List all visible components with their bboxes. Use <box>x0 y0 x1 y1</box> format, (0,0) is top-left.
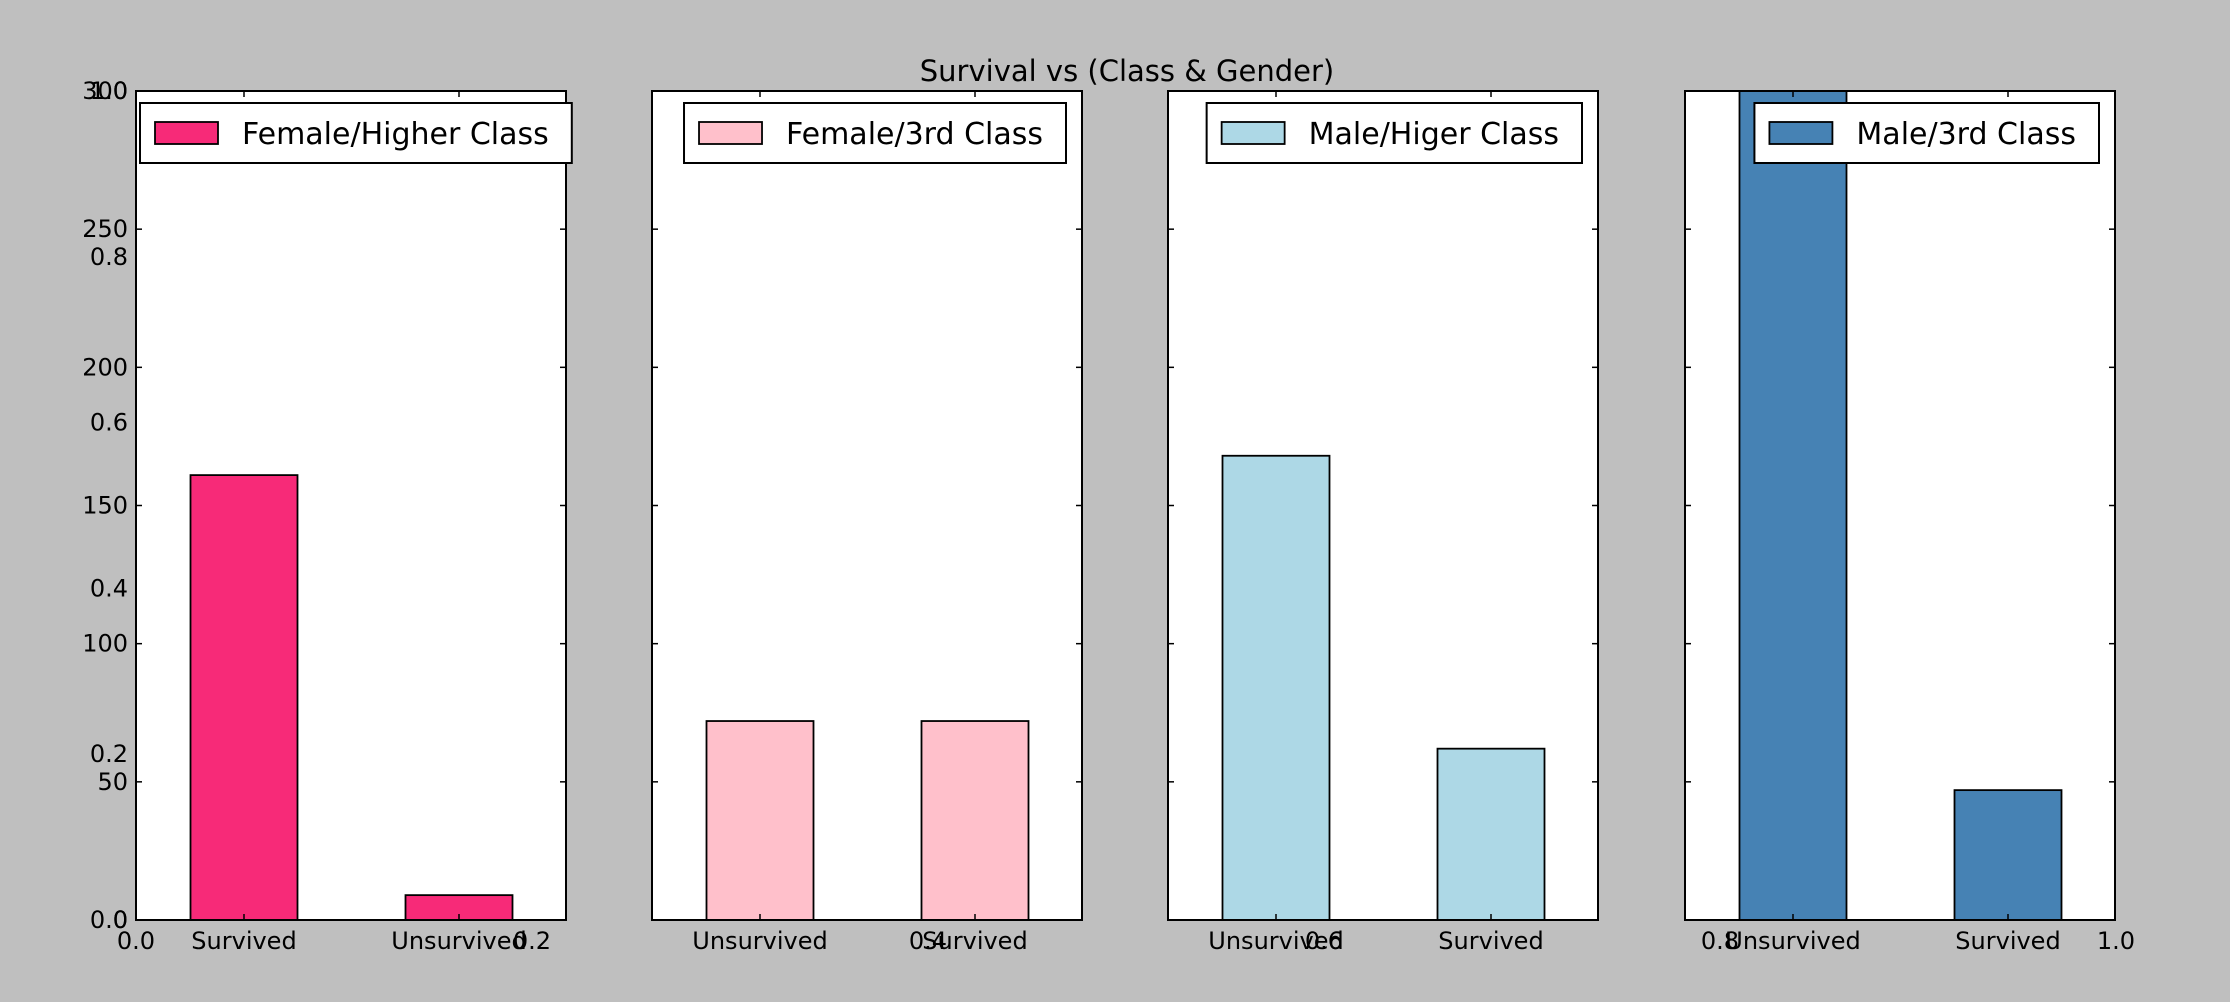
y-tick-label: 100 <box>82 630 128 658</box>
outer-y-tick-label: 0.6 <box>90 409 128 437</box>
legend-label: Male/3rd Class <box>1856 117 2076 152</box>
x-category-label: Unsurvived <box>1725 927 1860 955</box>
panel-2: Unsurvived Survived Female/3rd Class <box>651 90 1083 955</box>
legend-label: Male/Higer Class <box>1309 117 1559 152</box>
x-category-label: Survived <box>1438 927 1543 955</box>
outer-y-tick-label: 1.0 <box>90 77 128 105</box>
legend-swatch <box>698 121 763 145</box>
outer-y-tick-label: 0.4 <box>90 574 128 602</box>
bar-survived <box>189 474 299 921</box>
panel-4: Unsurvived Survived Male/3rd Class <box>1684 90 2116 955</box>
outer-x-tick-label: 0.4 <box>909 927 947 955</box>
outer-x-tick-label: 0.6 <box>1305 927 1343 955</box>
outer-x-tick-label: 0.0 <box>117 927 155 955</box>
y-tick-label: 150 <box>82 492 128 520</box>
legend: Female/Higher Class <box>139 102 573 164</box>
bar-survived <box>1436 747 1546 921</box>
legend: Female/3rd Class <box>683 102 1067 164</box>
legend-label: Female/3rd Class <box>786 117 1043 152</box>
outer-x-tick-label: 0.8 <box>1701 927 1739 955</box>
legend-label: Female/Higher Class <box>242 117 549 152</box>
legend-box <box>1205 102 1583 164</box>
x-category-label: Unsurvived <box>1208 927 1343 955</box>
outer-axis: 0.0 0.2 0.4 0.6 0.8 1.0 0.0 0.2 0.4 0.6 0.8 1.0 <box>90 77 2135 955</box>
legend-swatch <box>1220 121 1286 145</box>
y-tick-label: 200 <box>82 353 128 381</box>
chart-panels: 0 50 100 150 200 250 300 Survived Unsurvived Fema… <box>82 77 2116 955</box>
legend-swatch <box>1768 121 1834 145</box>
y-tick-label: 50 <box>97 768 128 796</box>
x-category-label: Survived <box>191 927 296 955</box>
outer-x-tick-label: 1.0 <box>2097 927 2135 955</box>
bar-unsurvived <box>1738 90 1848 921</box>
x-category-label: Survived <box>1955 927 2060 955</box>
chart-title: Survival vs (Class & Gender) <box>920 54 1334 88</box>
y-tick-label: 300 <box>82 77 128 105</box>
legend: Male/3rd Class <box>1753 102 2100 164</box>
outer-y-tick-label: 0.8 <box>90 243 128 271</box>
panel-1: 0 50 100 150 200 250 300 Survived Unsurvived Fema… <box>82 77 573 955</box>
x-category-label: Unsurvived <box>391 927 526 955</box>
y-tick-label: 250 <box>82 215 128 243</box>
bar-unsurvived <box>1221 454 1331 921</box>
y-tick-label: 0 <box>113 906 128 934</box>
legend-swatch <box>154 121 219 145</box>
outer-y-tick-label: 0.0 <box>90 906 128 934</box>
bar-survived <box>920 720 1030 921</box>
bar-unsurvived <box>705 720 815 921</box>
legend: Male/Higer Class <box>1205 102 1583 164</box>
outer-x-tick-label: 0.2 <box>513 927 551 955</box>
outer-y-tick-label: 0.2 <box>90 740 128 768</box>
x-category-label: Survived <box>922 927 1027 955</box>
panel-3: Unsurvived Survived Male/Higer Class <box>1167 90 1599 955</box>
bar-survived <box>1953 789 2063 921</box>
x-category-label: Unsurvived <box>692 927 827 955</box>
